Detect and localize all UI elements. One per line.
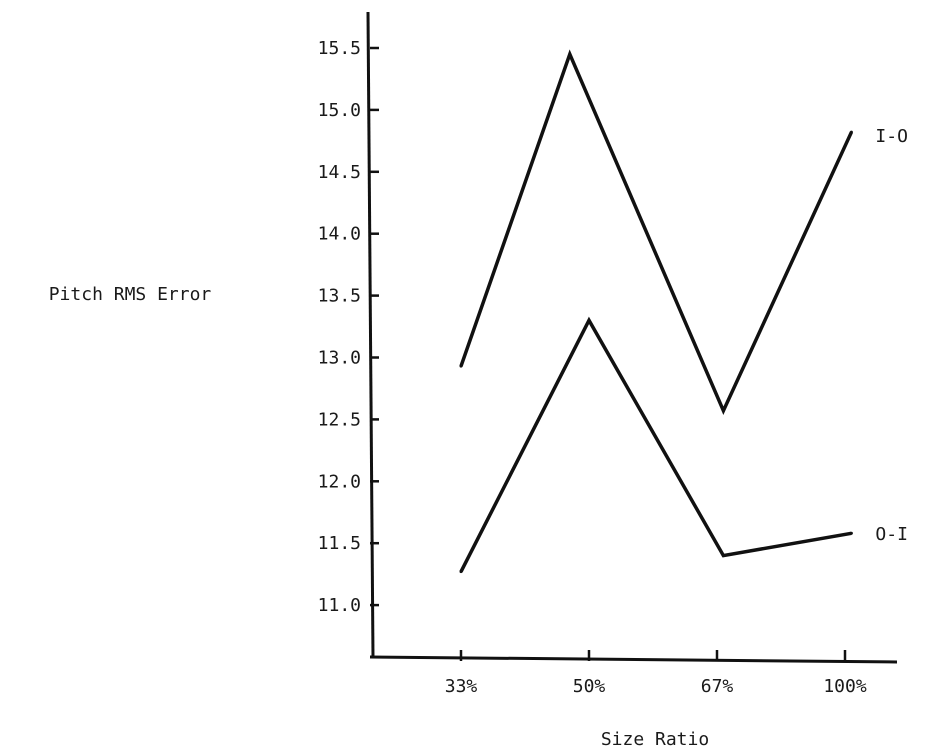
y-tick-label: 11.0 <box>318 595 361 616</box>
y-tick-label: 13.0 <box>318 348 361 369</box>
series-line-o-i <box>459 316 852 573</box>
y-tick-label: 15.5 <box>318 38 361 59</box>
series-label: O-I <box>875 524 908 545</box>
x-axis <box>369 655 898 664</box>
y-axis-label: Pitch RMS Error <box>49 284 212 305</box>
data-point <box>587 318 591 322</box>
y-tick-label: 11.5 <box>318 533 361 554</box>
series-line-i-o <box>459 49 853 416</box>
y-axis-line <box>366 11 375 659</box>
y-tick-label: 12.0 <box>318 471 361 492</box>
data-point <box>849 130 853 134</box>
data-point <box>459 570 463 574</box>
y-tick-label: 13.5 <box>318 286 361 307</box>
series-lines: I-O O-I <box>459 49 908 574</box>
data-point <box>849 531 853 535</box>
data-point <box>459 364 463 368</box>
y-ticks: 11.0 11.5 12.0 12.5 13.0 13.5 14.0 14.5 15.0 15.5 <box>318 38 379 616</box>
data-point <box>568 52 572 56</box>
y-axis <box>366 11 375 659</box>
y-tick-label: 12.5 <box>318 409 361 430</box>
y-tick-label: 14.0 <box>318 224 361 245</box>
y-tick-label: 14.5 <box>318 162 361 183</box>
x-ticks: 33% 50% 67% 100% <box>445 650 867 697</box>
series-label: I-O <box>875 126 908 147</box>
x-tick-label: 67% <box>701 676 734 697</box>
x-tick-label: 50% <box>573 676 606 697</box>
y-tick-label: 15.0 <box>318 100 361 121</box>
x-axis-label: Size Ratio <box>601 729 709 750</box>
x-axis-line <box>369 655 898 664</box>
data-point <box>721 554 725 558</box>
x-tick-label: 100% <box>823 676 867 697</box>
x-tick-label: 33% <box>445 676 478 697</box>
data-point <box>721 409 725 413</box>
